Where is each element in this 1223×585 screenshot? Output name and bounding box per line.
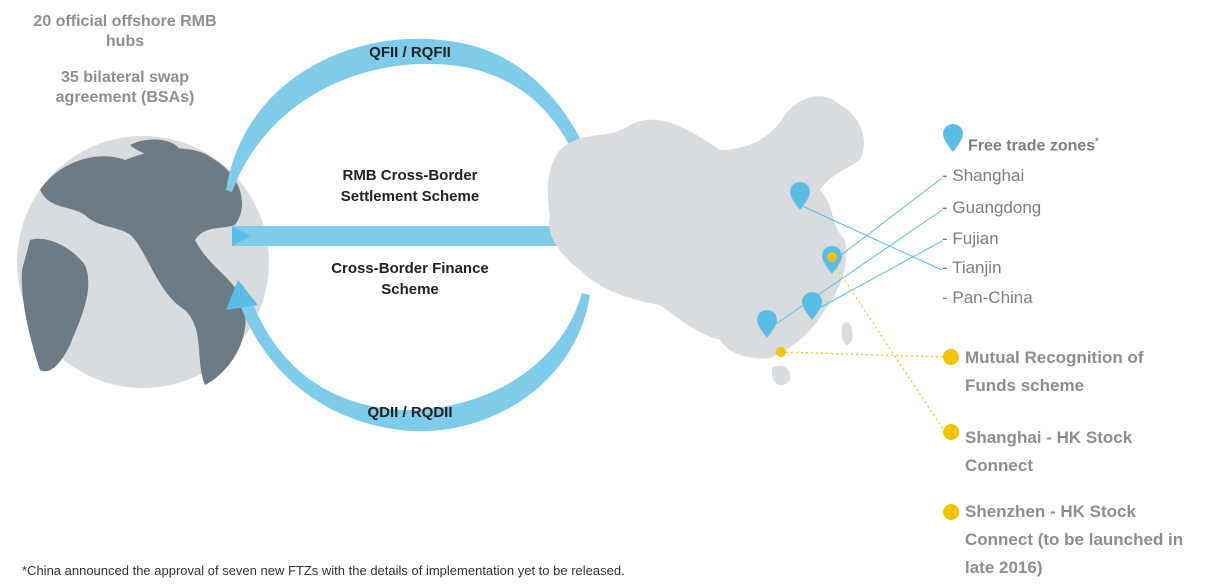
legend-dot (943, 504, 959, 520)
flow-arrow (226, 38, 590, 192)
continent (21, 238, 89, 372)
ftz-item: - Fujian (942, 229, 999, 248)
dotted-connectors (780, 263, 946, 433)
flow-arrow (240, 293, 590, 432)
connector (831, 177, 943, 263)
scheme: Shanghai - HK Stock Connect (965, 428, 1133, 475)
connectors (766, 177, 943, 331)
legend-pin (943, 124, 963, 152)
arrow-head (232, 226, 250, 246)
flow-label: QDII / RQDII (367, 404, 453, 421)
china-map (547, 96, 864, 359)
ftz-title-wrap: Free trade zones* (968, 136, 1099, 155)
flow-arrow (232, 226, 602, 246)
connector (799, 204, 943, 271)
ftz-title: Free trade zones (968, 137, 1096, 155)
continent (130, 139, 180, 156)
ftz-item: - Guangdong (942, 198, 1042, 217)
scheme: Shenzhen - HK Stock Connect (to be launc… (965, 502, 1184, 577)
note-mark: * (1095, 136, 1099, 146)
ftz-item: - Pan-China (942, 288, 1033, 307)
ftz-item: - Shanghai (942, 166, 1025, 185)
yellow-dot (776, 347, 786, 357)
flow-label: QFII / RQFII (369, 44, 451, 61)
globe-note: 20 official offshore RMB hubs (33, 13, 217, 50)
continent (40, 148, 246, 385)
ftz-item: - Tianjin (942, 258, 1002, 277)
connector (811, 240, 943, 313)
connector (766, 209, 943, 331)
scheme: Mutual Recognition of Funds scheme (965, 348, 1144, 395)
arrow-head (226, 280, 258, 310)
hainan (771, 365, 791, 386)
legend-dot (943, 424, 959, 440)
connector (833, 263, 946, 433)
connector (780, 351, 946, 358)
taiwan (841, 322, 853, 345)
globe-note: 35 bilateral swap agreement (BSAs) (55, 69, 195, 106)
pin (802, 292, 822, 320)
footnote: *China announced the approval of seven n… (22, 563, 625, 578)
legend-dot (943, 349, 959, 365)
yellow-dot (827, 252, 837, 262)
flow-label: Cross-Border Finance Scheme (331, 260, 489, 298)
pin (757, 310, 777, 338)
pin (790, 182, 810, 210)
flow-label: RMB Cross-Border Settlement Scheme (340, 167, 480, 205)
